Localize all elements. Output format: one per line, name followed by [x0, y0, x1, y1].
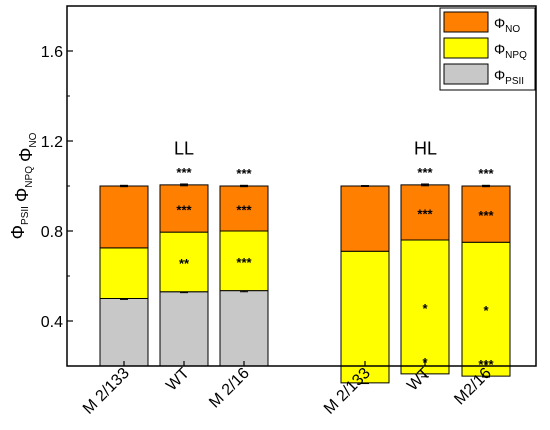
group-label-ll: LL: [174, 139, 194, 159]
legend-label-psii: ΦPSII: [494, 67, 524, 87]
y-tick-label-3: 1.6: [41, 44, 63, 61]
label-layer: * ***** **** **** *** *** ****** *** *** ***LL HL: [174, 139, 495, 373]
legend-symbol: Φ: [494, 41, 505, 57]
y-axis-label-symbol: Φ: [16, 148, 36, 162]
legend-swatch-no: [443, 11, 489, 33]
y-tick-label-2: 1.2: [41, 134, 63, 151]
y-axis-label-symbol: Φ: [8, 225, 28, 239]
legend-swatch-npq: [443, 37, 489, 59]
bar-psii-1: [159, 291, 209, 367]
significance-npq-4: *: [422, 301, 428, 316]
group-label-hl: HL: [414, 139, 437, 159]
significance-no-2: ***: [236, 203, 252, 218]
legend-label-no: ΦNO: [494, 15, 520, 35]
y-axis-label-subscript: NO: [28, 132, 39, 147]
significance-no-5: ***: [478, 208, 494, 223]
legend-symbol: Φ: [494, 67, 505, 83]
y-axis-label-subscript: NPQ: [24, 166, 35, 188]
legend-swatch-psii: [443, 63, 489, 85]
significance-npq-1: **: [179, 256, 190, 271]
x-tick-label-1: WT: [163, 365, 193, 395]
legend-symbol: Φ: [494, 15, 505, 31]
bar-no-0: [99, 185, 149, 249]
significance-npq-5: *: [483, 303, 489, 318]
y-axis-label: ΦPSIIΦNPQΦNO: [8, 132, 39, 239]
bar-no-5: [461, 185, 511, 243]
significance-top-2: ***: [236, 166, 252, 181]
y-axis-title: ΦPSIIΦNPQΦNO: [8, 132, 39, 239]
significance-no-4: ***: [417, 206, 433, 221]
bar-no-2: [219, 185, 269, 232]
y-axis-label-symbol: Φ: [12, 188, 32, 202]
significance-psii-4: *: [422, 355, 428, 370]
significance-psii-5: ***: [478, 357, 494, 372]
significance-npq-2: ***: [236, 255, 252, 270]
y-tick-label-1: 0.8: [41, 224, 63, 241]
bar-npq-4: [400, 239, 450, 375]
y-tick-label-0: 0.4: [41, 314, 63, 331]
y-axis-label-subscript: PSII: [20, 206, 31, 225]
legend-subscript: PSII: [505, 76, 524, 87]
bar-layer: [99, 183, 511, 385]
bar-no-1: [159, 184, 209, 233]
bar-psii-2: [219, 290, 269, 367]
bar-psii-0: [99, 298, 149, 367]
x-tick-label-0: M 2/133: [80, 365, 133, 418]
bar-no-3: [340, 185, 390, 252]
x-tick-label-2: M 2/16: [206, 365, 253, 412]
significance-top-5: ***: [478, 166, 494, 181]
significance-no-1: ***: [176, 203, 192, 218]
bar-npq-0: [99, 247, 149, 299]
legend-label-npq: ΦNPQ: [494, 41, 527, 61]
legend-subscript: NO: [505, 24, 520, 35]
significance-top-1: ***: [176, 165, 192, 180]
significance-top-4: ***: [417, 165, 433, 180]
legend-subscript: NPQ: [505, 50, 527, 61]
bar-npq-5: [461, 241, 511, 377]
